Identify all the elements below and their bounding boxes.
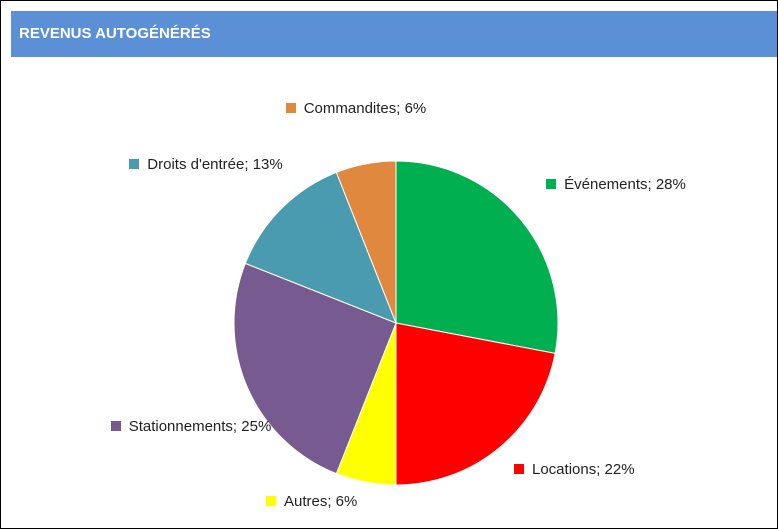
pie-slice (244, 171, 397, 324)
label-marker (266, 496, 276, 506)
pie-slice (395, 160, 559, 354)
label-text: Stationnements; 25% (128, 418, 272, 435)
pie-slice (395, 322, 556, 486)
chart-title: REVENUS AUTOGÉNÉRÉS (19, 25, 211, 42)
pie-slice (335, 160, 397, 324)
slice-label: Droits d'entrée; 13% (111, 152, 301, 177)
slice-label: Locations; 22% (514, 457, 734, 482)
slice-label: Stationnements; 25% (101, 414, 281, 439)
label-text: Événements; 28% (564, 176, 686, 193)
label-text: Droits d'entrée; 13% (147, 156, 283, 173)
header-bar: REVENUS AUTOGÉNÉRÉS (11, 11, 777, 57)
label-marker (546, 179, 557, 189)
label-marker (110, 421, 121, 431)
slice-label: Événements; 28% (541, 172, 691, 197)
label-marker (514, 464, 524, 474)
slice-label: Autres; 6% (266, 489, 426, 514)
label-text: Autres; 6% (284, 493, 358, 510)
label-text: Commandites; 6% (303, 100, 427, 117)
label-text: Locations; 22% (532, 461, 635, 478)
pie-slice (233, 262, 397, 475)
slice-label: Commandites; 6% (266, 96, 446, 121)
label-marker (129, 159, 140, 169)
label-marker (285, 103, 296, 113)
